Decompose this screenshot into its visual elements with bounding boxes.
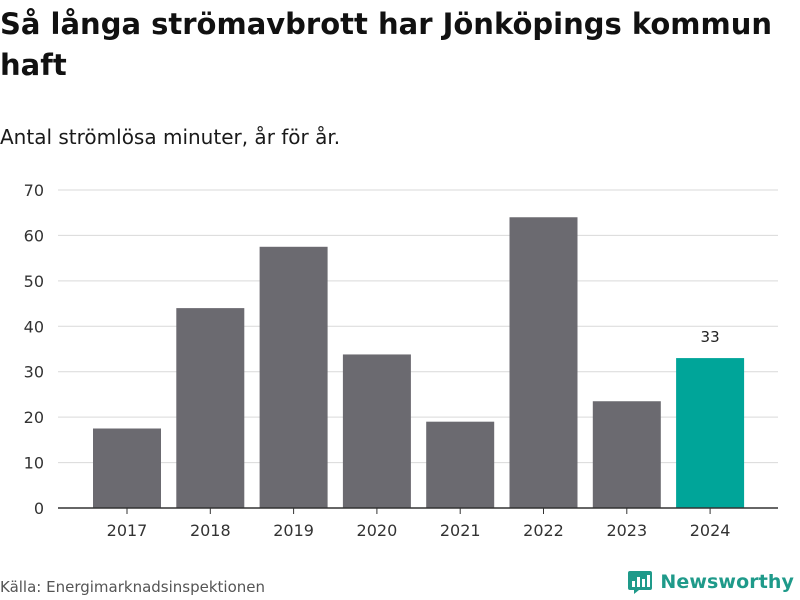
bar-2020 xyxy=(342,354,411,508)
gridlines xyxy=(58,189,778,464)
x-tick-label: 2021 xyxy=(440,521,481,540)
newsworthy-logo-icon xyxy=(628,571,653,594)
brand-name: Newsworthy xyxy=(660,571,794,593)
x-tick-label: 2020 xyxy=(357,521,398,540)
bar-2023 xyxy=(592,401,661,508)
y-tick-label: 10 xyxy=(24,454,44,473)
source-note: Källa: Energimarknadsinspektionen xyxy=(0,578,266,596)
bar-2021 xyxy=(426,421,495,508)
y-tick-label: 40 xyxy=(24,317,44,336)
y-axis-ticks: 0 10 20 30 40 50 60 70 xyxy=(24,181,44,518)
data-label: 33 xyxy=(701,328,720,346)
bar-2022 xyxy=(509,217,578,508)
y-tick-label: 60 xyxy=(24,226,44,245)
chart-subtitle: Antal strömlösa minuter, år för år. xyxy=(0,125,341,149)
brand: Newsworthy xyxy=(627,569,794,595)
bar-2018 xyxy=(176,308,245,508)
y-tick-label: 0 xyxy=(34,499,44,518)
bar-2019 xyxy=(259,246,328,509)
x-tick-label: 2018 xyxy=(190,521,231,540)
chart-title: Så långa strömavbrott har Jönköpings kom… xyxy=(0,7,772,82)
x-tick-label: 2019 xyxy=(273,521,314,540)
y-tick-label: 20 xyxy=(24,408,44,427)
x-tick-label: 2017 xyxy=(107,521,148,540)
bar-2017 xyxy=(93,428,161,508)
x-tick-label: 2024 xyxy=(690,521,731,540)
x-axis-ticks: 2017 2018 2019 2020 2021 2022 2023 2024 xyxy=(107,508,731,540)
y-tick-label: 70 xyxy=(24,181,44,200)
bars xyxy=(93,217,745,509)
x-tick-label: 2022 xyxy=(523,521,564,540)
data-labels: 33 xyxy=(701,328,720,346)
bar-2024 xyxy=(676,358,745,508)
y-tick-label: 50 xyxy=(24,272,44,291)
y-tick-label: 30 xyxy=(24,363,44,382)
x-tick-label: 2023 xyxy=(606,521,647,540)
